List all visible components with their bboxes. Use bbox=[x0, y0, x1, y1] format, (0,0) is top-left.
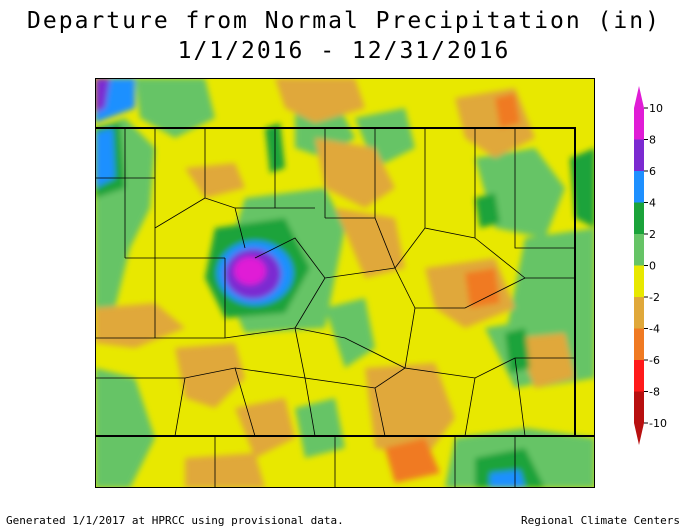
legend-tick-label: -6 bbox=[649, 354, 660, 367]
legend-band-0 bbox=[634, 108, 644, 140]
legend-bottom-arrow bbox=[634, 423, 644, 445]
legend-band-2 bbox=[634, 171, 644, 203]
legend-tick-label: 4 bbox=[649, 197, 656, 210]
color-legend: 10 8 6 4 2 0 -2 -4 -6 -8 -10 bbox=[634, 86, 667, 445]
legend-band-3 bbox=[634, 202, 644, 234]
legend-band-4 bbox=[634, 234, 644, 266]
legend-tick-label: -8 bbox=[649, 386, 660, 399]
generated-note: Generated 1/1/2017 at HPRCC using provis… bbox=[6, 514, 344, 527]
legend-tick-label: 6 bbox=[649, 165, 656, 178]
precipitation-contours bbox=[95, 78, 595, 488]
legend-band-5 bbox=[634, 265, 644, 297]
map-title: Departure from Normal Precipitation (in) bbox=[27, 8, 661, 34]
map-date-range: 1/1/2016 - 12/31/2016 bbox=[177, 38, 511, 64]
legend-tick-label: 0 bbox=[649, 260, 656, 273]
legend-tick-label: 10 bbox=[649, 102, 663, 115]
legend-tick-label: 2 bbox=[649, 228, 656, 241]
county-boundaries bbox=[95, 128, 575, 488]
legend-band-9 bbox=[634, 391, 644, 423]
legend-tick-label: 8 bbox=[649, 134, 656, 147]
legend-band-8 bbox=[634, 360, 644, 392]
legend-top-arrow bbox=[634, 86, 644, 108]
legend-band-7 bbox=[634, 328, 644, 360]
legend-band-6 bbox=[634, 297, 644, 329]
legend-band-1 bbox=[634, 139, 644, 171]
legend-tick-label: -2 bbox=[649, 291, 660, 304]
precipitation-departure-map bbox=[95, 78, 595, 488]
legend-tick-label: -10 bbox=[649, 417, 667, 430]
source-credit: Regional Climate Centers bbox=[521, 514, 680, 527]
legend-tick-label: -4 bbox=[649, 323, 660, 336]
